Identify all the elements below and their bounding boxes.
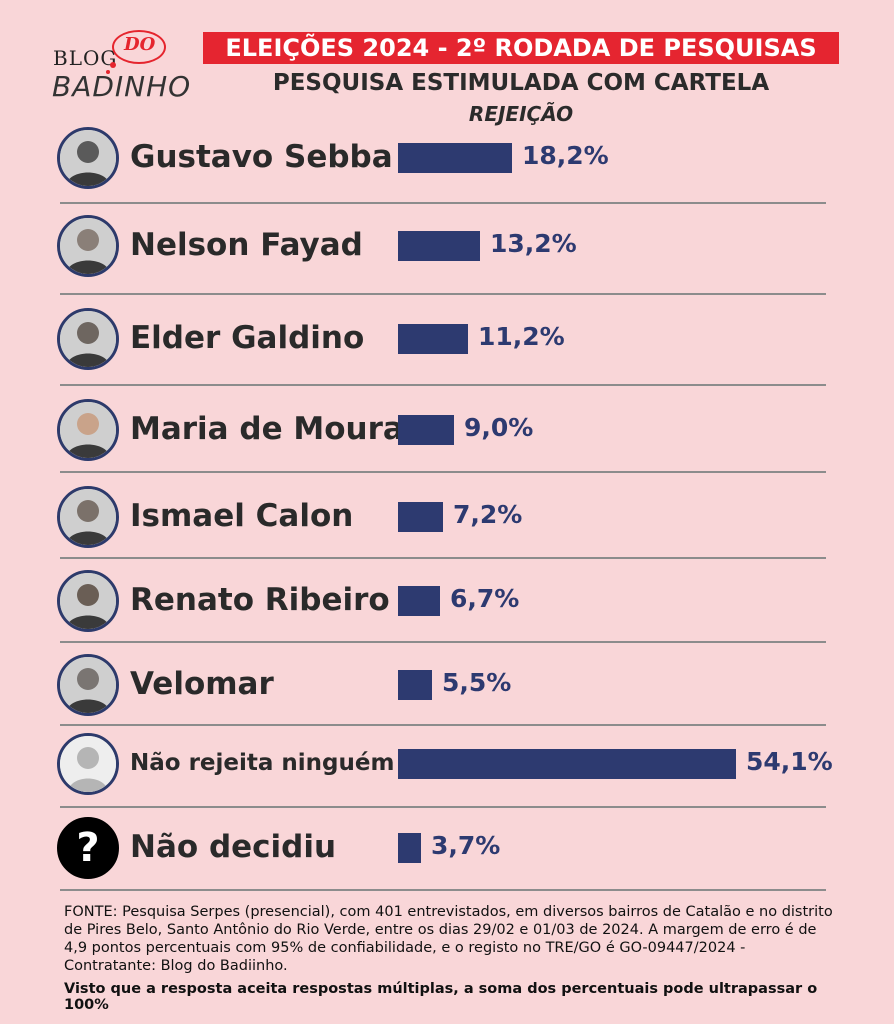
anonymous-person-icon <box>57 733 119 795</box>
logo-blog-text: BLOG <box>53 46 118 70</box>
question-mark-icon: ? <box>57 817 119 879</box>
row-divider <box>60 724 826 726</box>
category-label: Maria de Moura <box>130 410 404 447</box>
bar <box>398 670 432 700</box>
data-label: 6,7% <box>450 584 520 613</box>
data-label: 18,2% <box>522 141 609 170</box>
data-label: 11,2% <box>478 322 565 351</box>
category-label: Elder Galdino <box>130 319 365 356</box>
data-label: 5,5% <box>442 668 512 697</box>
category-label: Ismael Calon <box>130 497 354 534</box>
bar <box>398 586 440 616</box>
row-divider <box>60 641 826 643</box>
logo-speech-bubble-icon <box>112 30 166 64</box>
candidate-photo <box>57 215 119 277</box>
bar <box>398 502 443 532</box>
source-text: FONTE: Pesquisa Serpes (presencial), com… <box>64 904 833 974</box>
row-divider <box>60 293 826 295</box>
row-divider <box>60 889 826 891</box>
section-title: REJEIÇÃO <box>468 102 574 126</box>
candidate-photo <box>57 570 119 632</box>
row-divider <box>60 384 826 386</box>
row-divider <box>60 202 826 204</box>
category-label: Gustavo Sebba <box>130 138 393 175</box>
logo-dot-icon <box>106 70 110 74</box>
logo-dot-icon <box>110 62 116 68</box>
candidate-photo <box>57 399 119 461</box>
title-banner: ELEIÇÕES 2024 - 2º RODADA DE PESQUISAS <box>203 32 839 64</box>
category-label: Velomar <box>130 665 274 702</box>
category-label: Não decidiu <box>130 828 337 865</box>
logo-do-text: DO <box>124 34 156 55</box>
subtitle: PESQUISA ESTIMULADA COM CARTELA <box>272 70 770 96</box>
bar <box>398 415 454 445</box>
candidate-photo <box>57 127 119 189</box>
data-label: 3,7% <box>431 831 501 860</box>
data-label: 7,2% <box>453 500 523 529</box>
bar <box>398 324 468 354</box>
row-divider <box>60 806 826 808</box>
bar <box>398 143 512 173</box>
logo-badinho-text: BADINHO <box>52 70 192 103</box>
candidate-photo <box>57 308 119 370</box>
data-label: 9,0% <box>464 413 534 442</box>
row-divider <box>60 557 826 559</box>
category-label: Renato Ribeiro <box>130 581 390 618</box>
blog-logo: BLOG DO BADINHO <box>48 28 192 108</box>
row-divider <box>60 471 826 473</box>
category-label: Não rejeita ninguém <box>130 749 395 776</box>
bar <box>398 231 480 261</box>
candidate-photo <box>57 486 119 548</box>
candidate-photo <box>57 654 119 716</box>
category-label: Nelson Fayad <box>130 226 363 263</box>
data-label: 13,2% <box>490 229 577 258</box>
data-label: 54,1% <box>746 747 833 776</box>
footnote: Visto que a resposta aceita respostas mú… <box>64 981 818 1013</box>
bar <box>398 749 736 779</box>
bar <box>398 833 421 863</box>
